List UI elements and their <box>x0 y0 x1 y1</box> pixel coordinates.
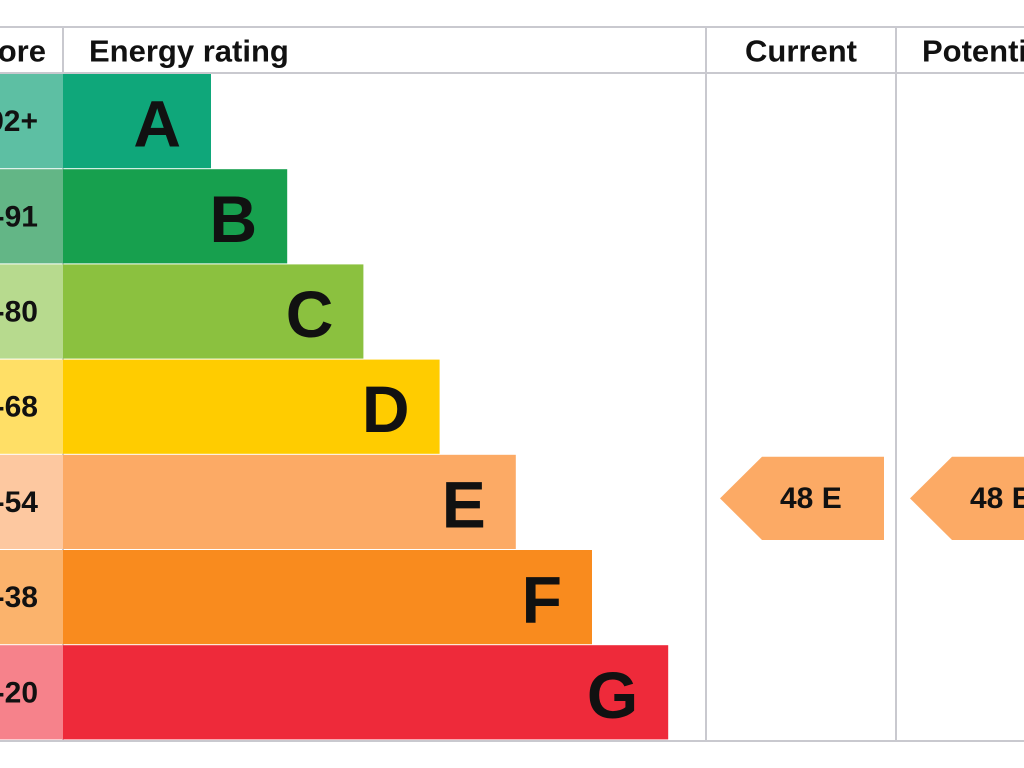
rating-bar <box>63 169 288 264</box>
rating-bar <box>63 550 592 645</box>
score-cell <box>0 550 63 645</box>
score-range: 81-91 <box>0 200 38 233</box>
rating-bar <box>63 264 364 359</box>
score-header: Score <box>0 34 46 69</box>
score-cell <box>0 645 63 740</box>
score-range: 69-80 <box>0 296 38 329</box>
score-cell <box>0 264 63 359</box>
potential-header: Potential <box>922 34 1024 69</box>
rating-letter: B <box>210 182 258 256</box>
rating-header: Energy rating <box>89 34 289 69</box>
rating-letter: G <box>587 658 638 732</box>
score-range: 55-68 <box>0 391 38 424</box>
potential-arrow <box>910 456 1024 540</box>
rating-letter: F <box>522 563 562 637</box>
rating-bar <box>63 74 211 169</box>
score-cell <box>0 74 63 169</box>
current-label: 48 E <box>780 482 842 515</box>
potential-label: 48 E <box>970 482 1024 515</box>
score-cell <box>0 454 63 549</box>
score-cell <box>0 359 63 454</box>
rating-bar <box>63 359 440 454</box>
score-range: 92+ <box>0 105 38 138</box>
rating-bar <box>63 454 516 549</box>
current-header: Current <box>745 34 857 69</box>
score-range: 1-20 <box>0 676 38 709</box>
score-cell <box>0 169 63 264</box>
rating-letter: C <box>286 277 334 351</box>
current-arrow <box>720 456 884 540</box>
rating-letter: A <box>133 87 181 161</box>
score-range: 21-38 <box>0 581 38 614</box>
score-range: 39-54 <box>0 486 38 519</box>
rating-bar <box>63 645 669 740</box>
rating-letter: E <box>442 467 486 541</box>
rating-letter: D <box>362 372 410 446</box>
